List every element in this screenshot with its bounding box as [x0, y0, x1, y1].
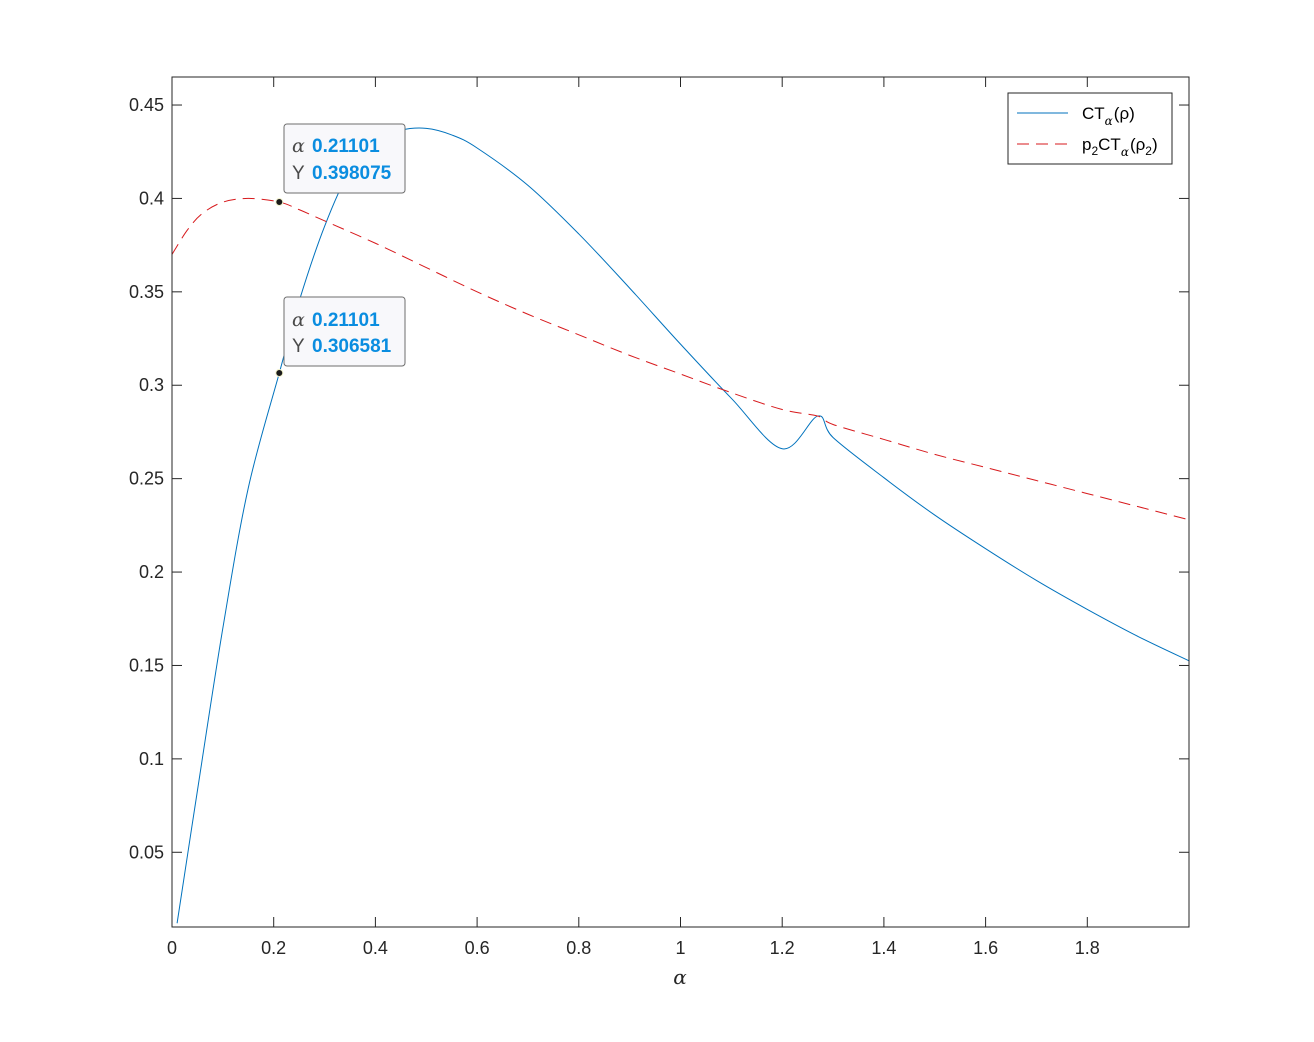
legend-p2ct-tail: (ρ — [1130, 135, 1145, 154]
legend-label-ct: CTα(ρ) — [1082, 104, 1135, 128]
series-line-0 — [176, 127, 1190, 924]
x-axis: 0 0.2 0.4 0.6 0.8 1 1.2 1.4 1.6 1.8 — [167, 77, 1100, 958]
datatip-upper-y-key: Y — [292, 163, 305, 184]
y-axis: 0.05 0.1 0.15 0.2 0.25 0.3 0.35 0.4 0.45 — [129, 95, 1189, 862]
y-tick-label: 0.05 — [129, 842, 164, 862]
y-tick-label: 0.25 — [129, 469, 164, 489]
series-line-1 — [171, 197, 1190, 521]
datatip-lower-y-value: 0.306581 — [312, 336, 392, 357]
legend-p2ct-tail-sub: 2 — [1145, 144, 1152, 158]
y-tick-label: 0.1 — [139, 749, 164, 769]
legend-ct-main: CT — [1082, 104, 1105, 123]
x-tick-label: 1 — [675, 938, 685, 958]
legend-p2ct-pre-sub: 2 — [1091, 144, 1098, 158]
datatip-marker-0[interactable] — [275, 198, 284, 207]
y-tick-label: 0.3 — [139, 375, 164, 395]
y-tick-label: 0.4 — [139, 188, 164, 208]
legend-ct-tail: (ρ) — [1114, 104, 1135, 123]
x-tick-label: 0.6 — [465, 938, 490, 958]
x-tick-label: 1.8 — [1075, 938, 1100, 958]
x-tick-label: 0.8 — [566, 938, 591, 958]
legend-label-p2ct: p2CTα(ρ2) — [1082, 135, 1158, 159]
datatip-upper-x-value: 0.21101 — [312, 136, 380, 157]
datatip-lower-x-value: 0.21101 — [312, 310, 380, 331]
plot-area — [172, 77, 1189, 927]
y-tick-label: 0.45 — [129, 95, 164, 115]
datatip-markers — [275, 198, 284, 377]
x-tick-label: 1.4 — [871, 938, 896, 958]
datatip-upper-box — [283, 123, 406, 194]
datatip-upper-y-value: 0.398075 — [312, 163, 392, 184]
legend-p2ct-pre: p — [1082, 135, 1091, 154]
x-tick-label: 0.2 — [261, 938, 286, 958]
legend-box — [1007, 92, 1173, 165]
legend: CTα(ρ) p2CTα(ρ2) — [1007, 92, 1173, 165]
series-layer — [171, 127, 1190, 924]
x-tick-label: 0 — [167, 938, 177, 958]
y-tick-label: 0.15 — [129, 655, 164, 675]
datatip-lower-box — [283, 296, 406, 367]
legend-p2ct-main: CT — [1098, 135, 1121, 154]
datatip-lower-y-key: Y — [292, 336, 305, 357]
datatip-lower-x-key: α — [292, 309, 305, 331]
x-axis-title: α — [673, 965, 687, 989]
datatip-marker-1[interactable] — [275, 368, 284, 377]
y-tick-label: 0.35 — [129, 282, 164, 302]
datatip-upper-x-key: α — [292, 135, 305, 157]
legend-p2ct-sub: α — [1121, 145, 1129, 159]
y-tick-label: 0.2 — [139, 562, 164, 582]
x-tick-label: 1.6 — [973, 938, 998, 958]
datatip-upper[interactable]: α 0.21101 Y 0.398075 — [283, 123, 406, 194]
x-tick-label: 0.4 — [363, 938, 388, 958]
legend-p2ct-end: ) — [1152, 135, 1158, 154]
datatip-lower[interactable]: α 0.21101 Y 0.306581 — [283, 296, 406, 367]
legend-ct-sub: α — [1105, 114, 1113, 128]
x-tick-label: 1.2 — [770, 938, 795, 958]
